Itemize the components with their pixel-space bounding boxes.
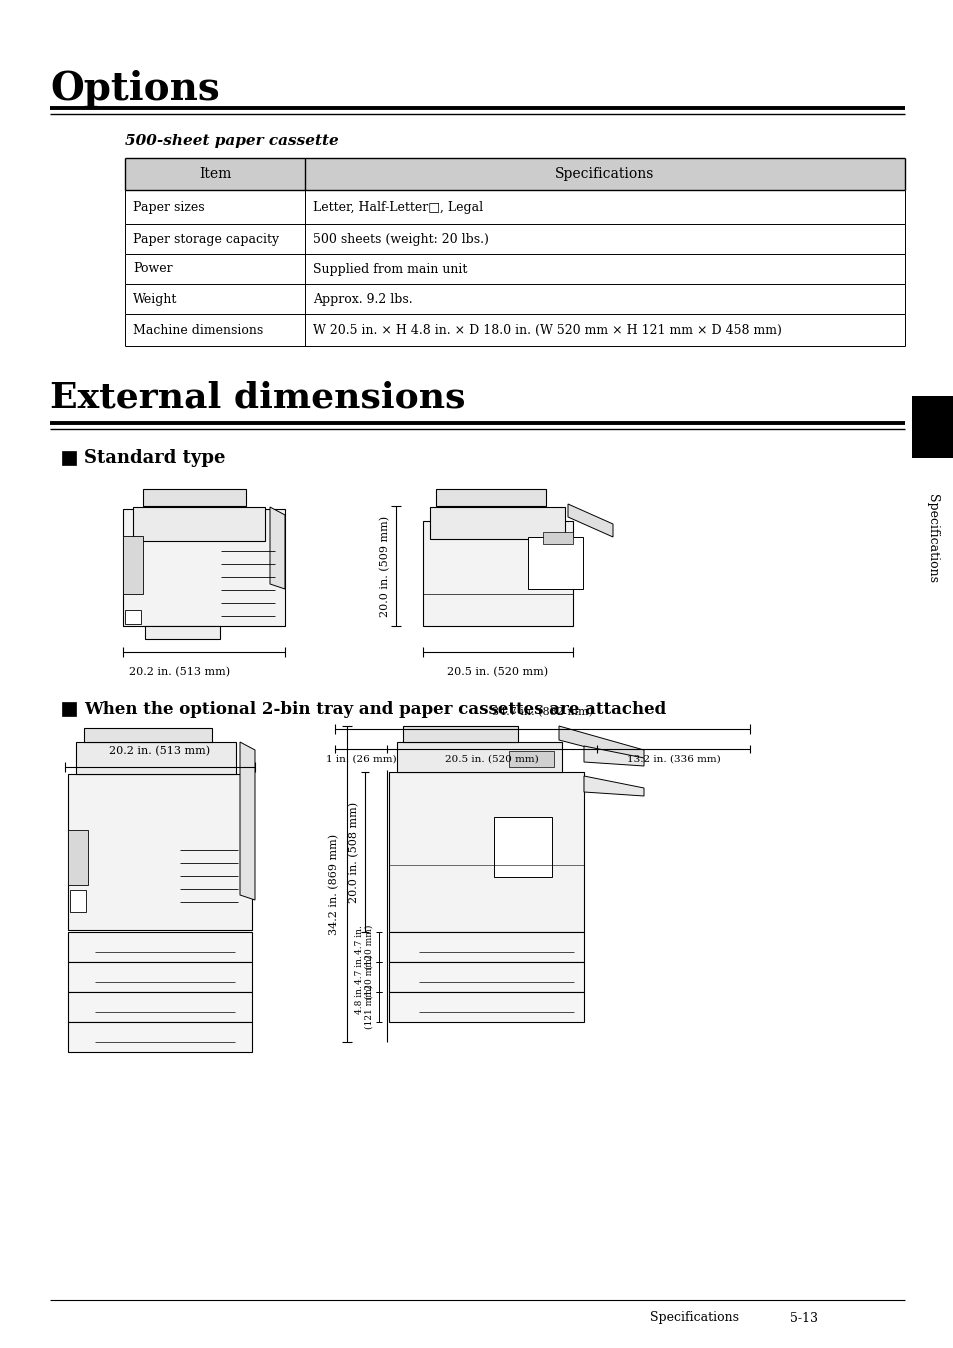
Bar [68,962,252,992]
Text: Specifications: Specifications [555,167,654,181]
Text: Options: Options [50,70,219,108]
Text: Specifications: Specifications [925,493,939,582]
Polygon shape [558,727,643,762]
Bar [62,452,76,465]
Bar [125,611,141,624]
Bar [430,507,564,539]
Bar [389,772,583,931]
Text: 4.8 in.
(121 mm): 4.8 in. (121 mm) [355,985,374,1029]
Bar [542,532,573,545]
Polygon shape [567,504,613,537]
Bar [125,158,904,190]
Polygon shape [240,741,254,900]
Text: 20.2 in. (513 mm): 20.2 in. (513 mm) [129,667,230,677]
Bar [70,890,86,913]
Bar [389,992,583,1022]
Bar [422,520,573,625]
Bar [143,489,246,506]
Bar [68,1022,252,1051]
Text: 34.2 in. (869 mm): 34.2 in. (869 mm) [329,833,338,934]
Text: Supplied from main unit: Supplied from main unit [313,263,467,275]
Text: 4.7 in.
(120 mm): 4.7 in. (120 mm) [355,954,374,999]
Bar [84,728,212,741]
Bar [123,537,143,594]
Bar [911,396,953,458]
Bar [436,489,545,506]
Text: Machine dimensions: Machine dimensions [132,324,263,337]
Text: 13.2 in. (336 mm): 13.2 in. (336 mm) [626,755,720,764]
Bar [68,931,252,962]
Bar [389,931,583,962]
Bar [62,702,76,716]
Text: When the optional 2-bin tray and paper cassettes are attached: When the optional 2-bin tray and paper c… [84,701,665,717]
Text: 1 in. (26 mm): 1 in. (26 mm) [325,755,395,764]
Bar [68,774,252,930]
Text: 500-sheet paper cassette: 500-sheet paper cassette [125,133,338,148]
Polygon shape [583,745,643,766]
Bar [494,817,552,878]
Bar [402,727,517,741]
Text: Weight: Weight [132,293,177,306]
Text: 20.0 in. (508 mm): 20.0 in. (508 mm) [349,802,358,903]
Bar [68,992,252,1022]
Text: Standard type: Standard type [84,449,225,466]
Bar [145,625,220,639]
Text: W 20.5 in. × H 4.8 in. × D 18.0 in. (W 520 mm × H 121 mm × D 458 mm): W 20.5 in. × H 4.8 in. × D 18.0 in. (W 5… [313,324,781,337]
Text: Letter, Half-Letter□, Legal: Letter, Half-Letter□, Legal [313,201,482,213]
Text: External dimensions: External dimensions [50,381,465,415]
Polygon shape [270,507,285,589]
Bar [123,510,285,625]
Text: 20.0 in. (509 mm): 20.0 in. (509 mm) [379,515,390,616]
Text: Paper sizes: Paper sizes [132,201,204,213]
Text: 500 sheets (weight: 20 lbs.): 500 sheets (weight: 20 lbs.) [313,232,488,245]
Text: 5: 5 [922,411,943,442]
Bar [396,741,561,772]
Text: 4.7 in.
(120 mm): 4.7 in. (120 mm) [355,925,374,969]
Bar [76,741,235,774]
Text: Paper storage capacity: Paper storage capacity [132,232,279,245]
Text: Specifications: Specifications [649,1312,739,1325]
Text: 5-13: 5-13 [789,1312,817,1325]
Bar [389,962,583,992]
Polygon shape [583,776,643,797]
Text: Power: Power [132,263,172,275]
Text: 20.5 in. (520 mm): 20.5 in. (520 mm) [445,755,538,764]
Text: 20.5 in. (520 mm): 20.5 in. (520 mm) [447,667,548,677]
Text: Approx. 9.2 lbs.: Approx. 9.2 lbs. [313,293,413,306]
Bar [509,751,554,767]
Text: 34.7 in. (882 mm): 34.7 in. (882 mm) [492,706,593,717]
Bar [527,537,582,589]
Bar [68,830,88,886]
Text: 20.2 in. (513 mm): 20.2 in. (513 mm) [110,745,211,756]
Bar [132,507,265,541]
Text: Item: Item [198,167,231,181]
